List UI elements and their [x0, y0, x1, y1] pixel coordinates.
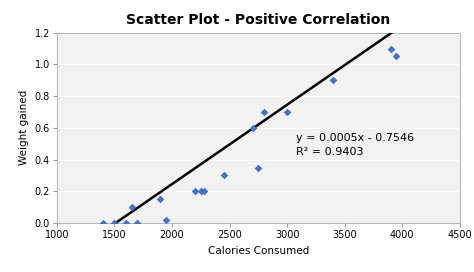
Point	[122, 221, 130, 225]
Point	[329, 78, 337, 82]
Point	[128, 205, 136, 209]
Point	[392, 54, 400, 58]
X-axis label: Calories Consumed: Calories Consumed	[208, 246, 309, 255]
Point	[99, 221, 107, 225]
Y-axis label: Weight gained: Weight gained	[19, 90, 29, 165]
Point	[163, 218, 170, 222]
Point	[157, 197, 164, 201]
Point	[134, 221, 141, 225]
Point	[220, 173, 228, 178]
Point	[191, 189, 199, 193]
Point	[255, 165, 262, 170]
Point	[260, 110, 268, 114]
Title: Scatter Plot - Positive Correlation: Scatter Plot - Positive Correlation	[126, 13, 391, 27]
Point	[110, 221, 118, 225]
Point	[197, 189, 205, 193]
Point	[201, 189, 208, 193]
Point	[387, 46, 394, 51]
Text: y = 0.0005x - 0.7546
R² = 0.9403: y = 0.0005x - 0.7546 R² = 0.9403	[296, 132, 414, 157]
Point	[283, 110, 291, 114]
Point	[249, 126, 256, 130]
